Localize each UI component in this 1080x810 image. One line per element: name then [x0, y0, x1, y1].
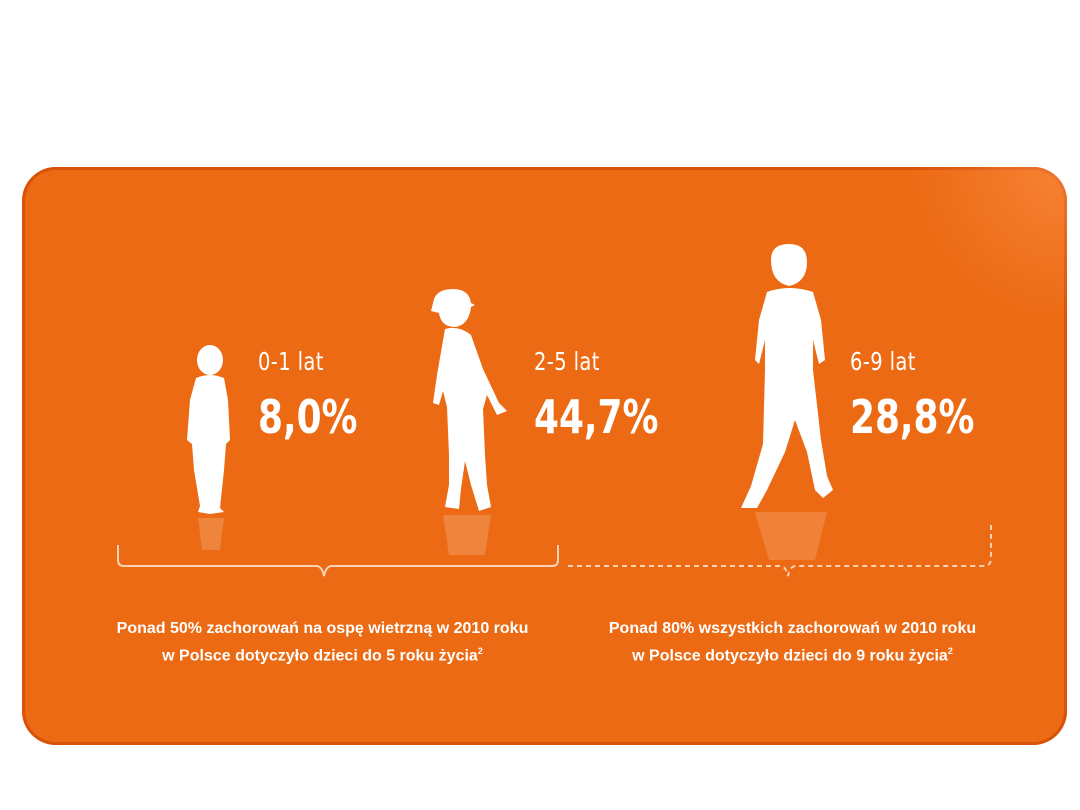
- boy-silhouette-icon: [741, 244, 833, 560]
- caption-left-line2: w Polsce dotyczyło dzieci do 5 roku życi…: [162, 647, 478, 665]
- dashed-bracket: [568, 525, 992, 577]
- child-cap-silhouette-icon: [431, 289, 507, 555]
- percent-0-1: 8,0%: [258, 390, 358, 444]
- caption-right: Ponad 80% wszystkich zachorowań w 2010 r…: [565, 618, 1020, 667]
- panel-highlight: [907, 167, 1067, 327]
- age-label-0-1: 0-1 lat: [258, 347, 324, 376]
- percent-6-9: 28,8%: [850, 390, 975, 444]
- age-label-2-5: 2-5 lat: [534, 347, 600, 376]
- toddler-silhouette-icon: [187, 345, 230, 550]
- caption-left-ref: 2: [477, 646, 483, 656]
- age-label-6-9: 6-9 lat: [850, 347, 916, 376]
- caption-right-line2: w Polsce dotyczyło dzieci do 9 roku życi…: [632, 647, 948, 665]
- caption-right-line1: Ponad 80% wszystkich zachorowań w 2010 r…: [608, 620, 977, 637]
- caption-left-line1: Ponad 50% zachorowań na ospę wietrzną w …: [116, 620, 529, 637]
- caption-left: Ponad 50% zachorowań na ospę wietrzną w …: [85, 618, 560, 667]
- caption-right-ref: 2: [947, 646, 953, 656]
- percent-2-5: 44,7%: [534, 390, 659, 444]
- solid-bracket: [117, 545, 559, 577]
